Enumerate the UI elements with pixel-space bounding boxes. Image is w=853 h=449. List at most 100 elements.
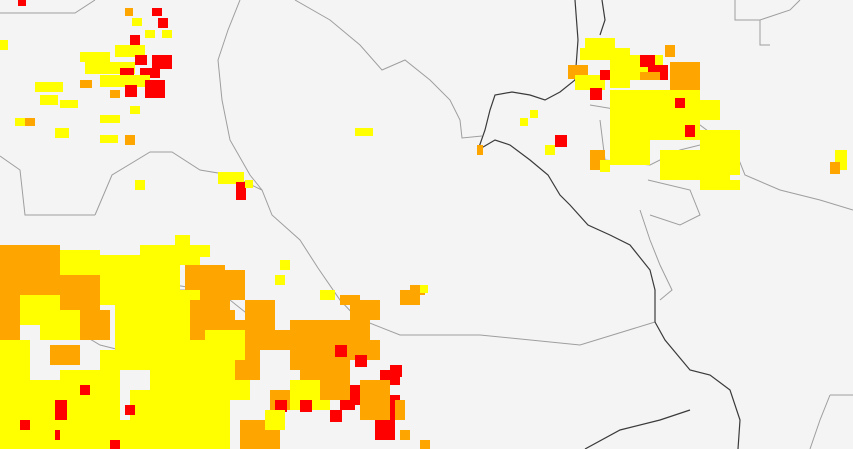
risk-cell	[120, 420, 230, 449]
risk-cell	[236, 182, 246, 200]
risk-cell	[132, 18, 142, 26]
risk-cell	[100, 350, 160, 370]
risk-cell	[110, 90, 120, 98]
risk-cell	[205, 310, 235, 330]
boundary-line	[356, 317, 656, 346]
risk-cell	[18, 0, 26, 6]
risk-cell	[600, 70, 612, 80]
risk-cell	[545, 145, 555, 155]
risk-cell	[15, 118, 25, 126]
risk-cell	[35, 82, 63, 92]
risk-cell	[640, 55, 655, 67]
risk-cell	[25, 118, 35, 126]
risk-cell	[120, 68, 134, 78]
risk-cell	[685, 125, 695, 137]
risk-cell	[610, 48, 630, 88]
risk-cell	[555, 135, 567, 147]
risk-cell	[590, 88, 602, 100]
risk-cell	[355, 355, 367, 367]
risk-cell	[205, 330, 245, 360]
risk-cell	[180, 245, 200, 265]
risk-cell	[50, 345, 80, 365]
risk-cell	[125, 135, 135, 145]
risk-cell	[20, 420, 30, 430]
boundary-line	[759, 20, 770, 46]
risk-cell	[60, 420, 100, 449]
boundary-line	[639, 209, 673, 301]
risk-cell	[395, 400, 405, 420]
risk-cell	[175, 235, 190, 245]
risk-cell	[300, 400, 312, 412]
boundary-line	[0, 155, 95, 216]
boundary-line	[294, 0, 483, 139]
risk-cell	[585, 38, 615, 48]
risk-cell	[200, 245, 210, 257]
risk-cell	[700, 100, 720, 120]
risk-cell	[135, 55, 147, 65]
river-line	[599, 0, 606, 36]
risk-cell	[55, 400, 67, 420]
risk-cell	[400, 430, 410, 440]
risk-cell	[520, 118, 528, 126]
risk-cell	[80, 52, 110, 62]
river-line	[584, 409, 691, 449]
risk-cell	[275, 275, 285, 285]
risk-cell	[152, 55, 172, 69]
risk-cell	[80, 310, 110, 340]
risk-cell	[0, 430, 40, 449]
risk-cell	[130, 35, 140, 45]
risk-cell	[610, 140, 650, 165]
risk-cell	[115, 45, 145, 57]
boundary-line	[809, 394, 831, 449]
risk-cell	[600, 160, 610, 172]
risk-cell	[100, 135, 118, 143]
risk-cell	[100, 115, 120, 123]
risk-cell	[320, 290, 335, 300]
risk-cell	[670, 62, 700, 92]
risk-cell	[660, 150, 700, 180]
risk-cell	[245, 180, 253, 188]
risk-cell	[640, 72, 660, 80]
risk-cell	[125, 8, 133, 16]
risk-cell	[620, 95, 660, 140]
risk-cell	[335, 345, 347, 357]
risk-cell	[420, 440, 430, 449]
risk-cell	[60, 275, 100, 315]
risk-cell	[700, 175, 730, 190]
risk-cell	[55, 128, 69, 138]
risk-cell	[275, 400, 287, 412]
risk-cell	[390, 365, 402, 377]
risk-cell	[280, 260, 290, 270]
risk-cell	[100, 75, 150, 87]
risk-cell	[355, 128, 373, 136]
risk-cell	[340, 295, 360, 305]
risk-cell	[0, 300, 20, 340]
risk-cell	[125, 405, 135, 415]
risk-cell	[420, 285, 428, 293]
risk-cell	[0, 245, 60, 275]
risk-cell	[40, 95, 58, 105]
risk-cell	[80, 80, 92, 88]
risk-cell	[575, 75, 605, 90]
risk-cell	[675, 98, 685, 108]
risk-cell	[162, 30, 172, 38]
risk-cell	[40, 310, 80, 340]
risk-cell	[158, 18, 168, 28]
risk-cell	[360, 380, 390, 420]
risk-cell	[80, 385, 90, 395]
risk-cell	[130, 106, 140, 114]
risk-cell	[375, 420, 395, 440]
risk-cell	[245, 300, 275, 330]
risk-cell	[225, 270, 245, 300]
risk-cell	[145, 80, 165, 98]
risk-cell	[218, 172, 244, 184]
boundary-line	[647, 179, 701, 226]
risk-cell	[0, 40, 8, 50]
risk-cell	[830, 162, 840, 174]
risk-cell	[330, 410, 342, 422]
risk-cell	[665, 45, 675, 57]
risk-cell	[410, 285, 425, 295]
